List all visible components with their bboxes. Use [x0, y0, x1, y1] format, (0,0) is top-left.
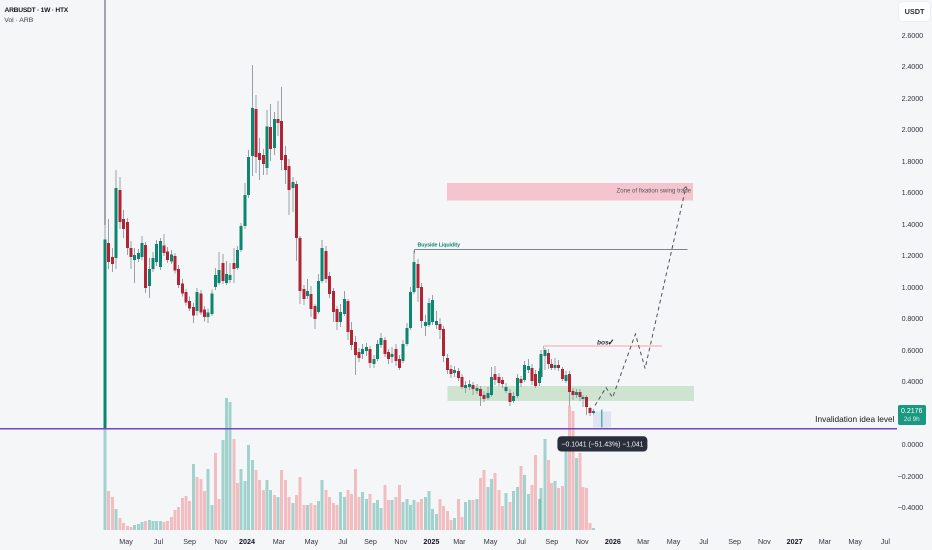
svg-text:✓: ✓ [608, 337, 615, 347]
svg-text:Zone of fixation swing trade: Zone of fixation swing trade [616, 188, 691, 195]
svg-text:Buyside Liquidity: Buyside Liquidity [418, 243, 461, 249]
svg-text:bos: bos [597, 339, 609, 346]
svg-text:Invalidation idea level: Invalidation idea level [815, 414, 894, 424]
svg-text:−0.1041 (−51.43%) −1,041: −0.1041 (−51.43%) −1,041 [562, 440, 644, 449]
